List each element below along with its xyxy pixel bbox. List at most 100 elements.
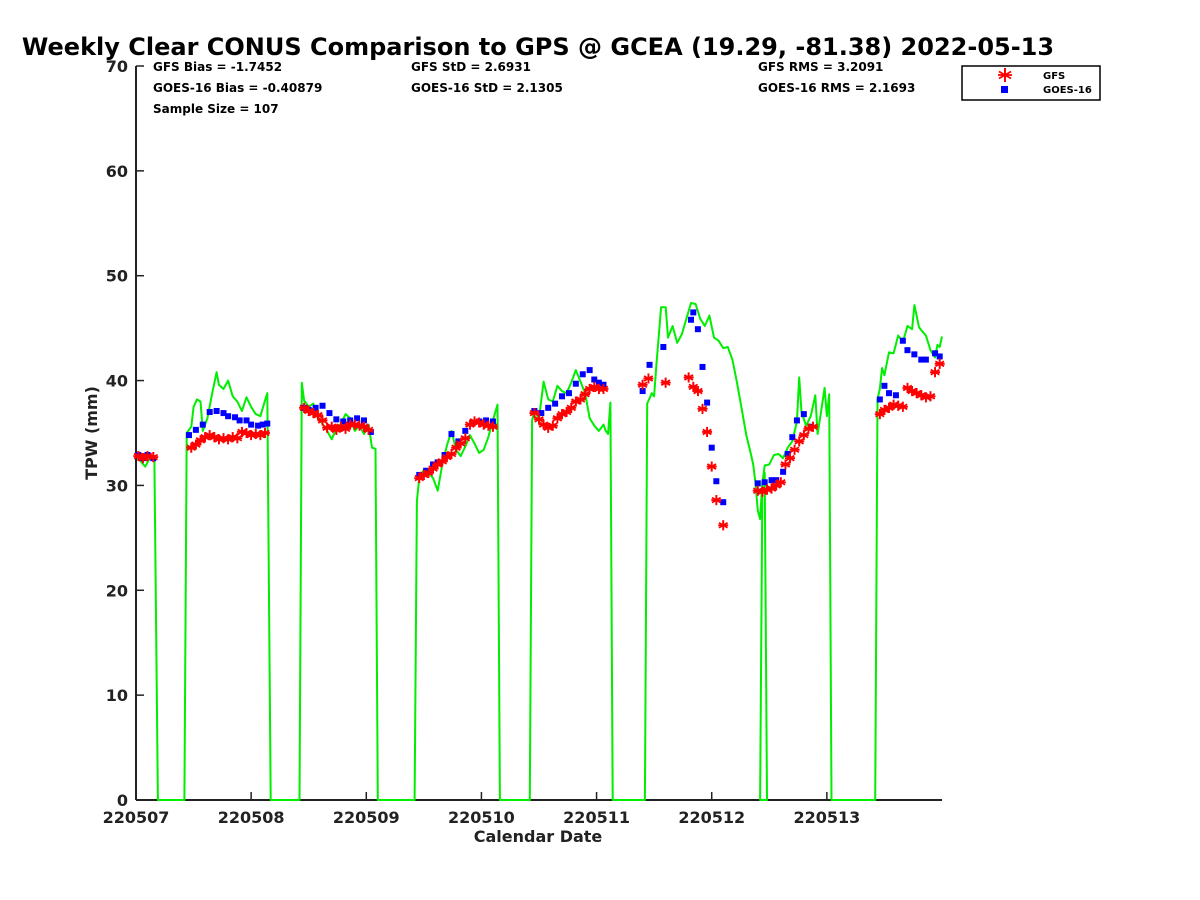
stats-block: GFS Bias = -1.7452 GOES-16 Bias = -0.408… xyxy=(153,60,915,116)
gfs-point xyxy=(803,423,814,434)
gfs-point xyxy=(897,401,908,412)
gfs-point xyxy=(798,430,809,441)
goes-point xyxy=(591,376,598,383)
x-tick-label: 220509 xyxy=(333,808,400,827)
legend: GFS GOES-16 xyxy=(961,65,1101,101)
goes-point xyxy=(264,420,271,427)
goes-point xyxy=(236,417,243,424)
goes-point xyxy=(713,478,720,485)
goes-point xyxy=(800,411,807,418)
x-tick-label: 220507 xyxy=(103,808,170,827)
gfs-point xyxy=(232,433,243,444)
chart-title: Weekly Clear CONUS Comparison to GPS @ G… xyxy=(22,33,1054,61)
goes-point xyxy=(595,379,602,386)
gfs-bias-text: GFS Bias = -1.7452 xyxy=(153,60,282,74)
legend-goes-marker xyxy=(1001,86,1008,93)
gfs-point xyxy=(808,421,819,432)
goes-point xyxy=(185,432,192,439)
legend-box xyxy=(961,65,1101,101)
goes-point xyxy=(586,367,593,374)
goes-point xyxy=(255,422,262,429)
gfs-point xyxy=(317,415,328,426)
goes-point xyxy=(793,417,800,424)
gfs-point xyxy=(223,434,234,445)
gfs-point xyxy=(487,421,498,432)
y-tick-label: 10 xyxy=(106,686,128,705)
gfs-point xyxy=(711,495,722,506)
y-tick-label: 70 xyxy=(106,57,128,76)
goes-point xyxy=(225,413,232,420)
goes-point xyxy=(326,410,333,417)
goes-point xyxy=(780,468,787,475)
goes-point xyxy=(687,316,694,323)
gfs-point xyxy=(706,461,717,472)
x-tick-label: 220513 xyxy=(793,808,860,827)
goes-point xyxy=(899,337,906,344)
gfs-point xyxy=(934,358,945,369)
gfs-point xyxy=(718,520,729,531)
y-axis-label: TPW (mm) xyxy=(82,386,101,480)
x-axis-label: Calendar Date xyxy=(474,827,603,846)
gfs-point xyxy=(888,399,899,410)
goes-point xyxy=(761,479,768,486)
gfs-point xyxy=(200,432,211,443)
legend-goes-label: GOES-16 xyxy=(1043,85,1092,96)
goes-point xyxy=(911,351,918,358)
gfs-point xyxy=(794,436,805,447)
goes-point xyxy=(192,426,199,433)
goes-point xyxy=(922,356,929,363)
goes-std-text: GOES-16 StD = 2.1305 xyxy=(411,81,563,95)
goes-bias-text: GOES-16 Bias = -0.40879 xyxy=(153,81,322,95)
goes-point xyxy=(579,371,586,378)
gfs-point xyxy=(930,367,941,378)
goes-point xyxy=(462,427,469,434)
gfs-point xyxy=(446,448,457,459)
gps-series xyxy=(135,302,943,801)
axes: 0 10 20 30 40 50 60 70 220507 220508 220509 220510 2… xyxy=(103,57,942,827)
gfs-point xyxy=(692,386,703,397)
x-tick-label: 220508 xyxy=(218,808,285,827)
legend-gfs-label: GFS xyxy=(1043,71,1065,82)
gfs-point xyxy=(789,444,800,455)
gfs-point xyxy=(702,426,713,437)
goes-point xyxy=(720,499,727,506)
goes-rms-text: GOES-16 RMS = 2.1693 xyxy=(758,81,915,95)
goes-point xyxy=(248,421,255,428)
gfs-point xyxy=(460,433,471,444)
y-tick-label: 20 xyxy=(106,581,128,600)
goes-point xyxy=(489,418,496,425)
gfs-std-text: GFS StD = 2.6931 xyxy=(411,60,531,74)
gfs-point xyxy=(637,379,648,390)
gfs-point xyxy=(133,451,144,462)
gfs-point xyxy=(213,434,224,445)
gfs-point xyxy=(299,402,310,413)
y-tick-label: 0 xyxy=(117,791,128,810)
gfs-point xyxy=(683,372,694,383)
goes-point xyxy=(319,402,326,409)
goes-point xyxy=(904,347,911,354)
y-tick-label: 30 xyxy=(106,476,128,495)
y-tick-label: 50 xyxy=(106,267,128,286)
goes-point xyxy=(312,404,319,411)
gfs-point xyxy=(547,420,558,431)
goes-point xyxy=(213,407,220,414)
goes-point xyxy=(646,361,653,368)
goes-point xyxy=(360,417,367,424)
goes-point xyxy=(881,382,888,389)
gfs-point xyxy=(757,486,768,497)
goes-point xyxy=(565,390,572,397)
gfs-point xyxy=(920,392,931,403)
goes-point xyxy=(892,392,899,399)
gfs-point xyxy=(148,452,159,463)
goes-point xyxy=(936,353,943,360)
goes-point xyxy=(784,450,791,457)
goes-point xyxy=(876,396,883,403)
goes-point xyxy=(552,400,559,407)
goes-point xyxy=(483,417,490,424)
goes-point xyxy=(699,363,706,370)
goes-point xyxy=(694,326,701,333)
gfs-point xyxy=(529,408,540,419)
gfs-point xyxy=(428,463,439,474)
gfs-point xyxy=(363,424,374,435)
